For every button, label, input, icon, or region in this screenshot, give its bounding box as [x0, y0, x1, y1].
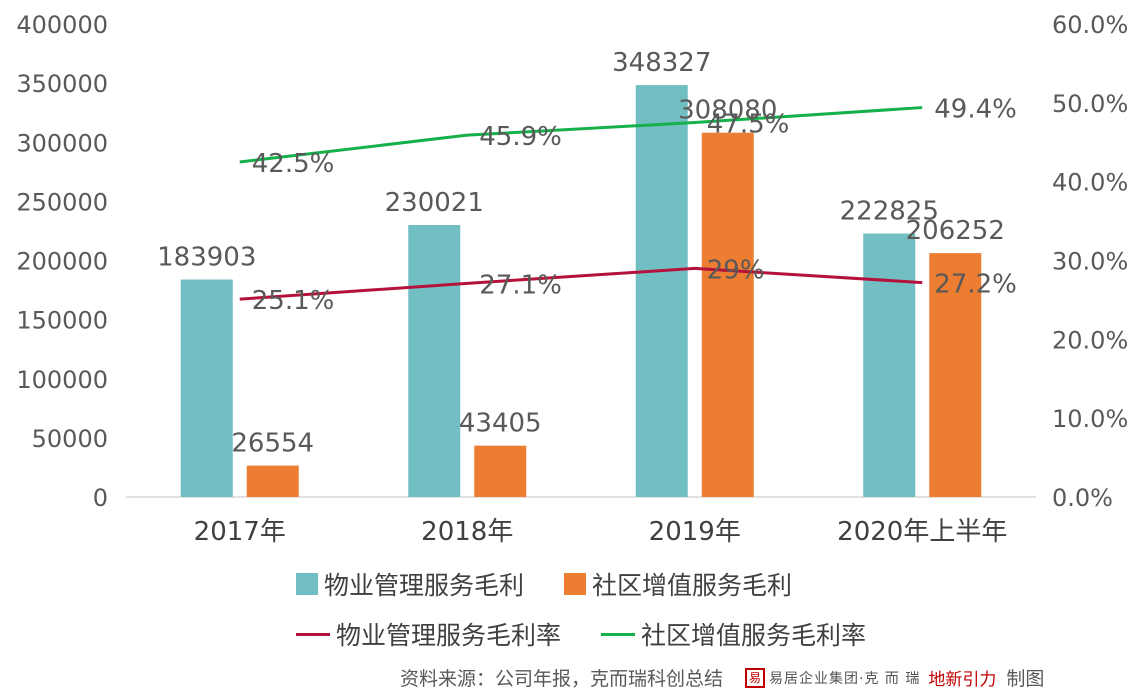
right-axis-ticks: 0.0% 10.0% 20.0% 30.0% 40.0% 50.0% 60.0% [1052, 11, 1128, 512]
left-tick-label: 350000 [16, 70, 108, 98]
left-tick-label: 300000 [16, 129, 108, 157]
right-tick-label: 40.0% [1052, 169, 1128, 197]
category-label: 2019年 [649, 517, 741, 547]
logo-text-brand: 地新引力 [928, 670, 997, 690]
left-tick-label: 200000 [16, 248, 108, 276]
left-tick-label: 50000 [32, 425, 108, 453]
bars [180, 85, 982, 497]
bar-data-label: 222825 [840, 197, 939, 227]
category-label: 2017年 [194, 517, 286, 547]
line-data-label: 25.1% [252, 286, 335, 316]
line-data-label: 29% [707, 255, 765, 285]
legend-swatch [296, 632, 330, 636]
logo-text: 易居企业集团·克 而 瑞 [769, 670, 921, 687]
credit-text: 制图 [1006, 668, 1045, 690]
bar-data-label: 348327 [612, 48, 711, 78]
line-data-label: 49.4% [934, 95, 1017, 125]
legend-item-property-margin: 物业管理服务毛利率 [296, 616, 561, 652]
line-data-label: 45.9% [479, 122, 562, 152]
bar-data-label: 183903 [157, 243, 256, 273]
legend-label: 物业管理服务毛利 [324, 571, 525, 600]
bar [929, 253, 982, 497]
bar [246, 465, 299, 497]
legend-row-1: 物业管理服务毛利 社区增值服务毛利 [296, 566, 832, 602]
bar-data-label: 26554 [231, 429, 314, 459]
legend-swatch [296, 573, 318, 595]
right-tick-label: 30.0% [1052, 248, 1128, 276]
left-tick-label: 400000 [16, 11, 108, 39]
left-tick-label: 0 [93, 484, 108, 512]
bar-data-label: 43405 [459, 409, 542, 439]
footer: 资料来源：公司年报，克而瑞科创总结 易 易居企业集团·克 而 瑞 地新引力 制图 [400, 664, 1044, 691]
bar [635, 85, 688, 497]
series-line [239, 106, 923, 164]
legend-swatch [564, 573, 587, 595]
line-data-label: 27.1% [479, 270, 562, 300]
bar-data-label: 308080 [678, 96, 777, 126]
line-data-label: 47.5% [707, 110, 790, 140]
left-tick-label: 100000 [16, 366, 108, 394]
bar [863, 233, 916, 497]
bar-data-label: 206252 [906, 216, 1005, 246]
right-tick-label: 10.0% [1052, 405, 1128, 433]
source-text: 资料来源：公司年报，克而瑞科创总结 [400, 668, 724, 690]
bar [701, 132, 754, 497]
right-tick-label: 0.0% [1052, 484, 1113, 512]
legend-label: 社区增值服务毛利 [592, 571, 793, 600]
line-data-label: 27.2% [934, 270, 1017, 300]
bar [180, 279, 233, 497]
category-label: 2020年上半年 [837, 517, 1007, 547]
lines [239, 106, 923, 301]
left-axis-ticks: 0 50000 100000 150000 200000 250000 300000 3500… [16, 11, 108, 512]
right-tick-label: 20.0% [1052, 326, 1128, 354]
legend-item-value-added-margin: 社区增值服务毛利率 [601, 616, 866, 652]
series-line [239, 266, 923, 301]
logo-seal-icon: 易 [745, 667, 766, 688]
bar [408, 225, 461, 497]
category-label: 2018年 [421, 517, 513, 547]
category-labels: 2017年 2018年 2019年 2020年上半年 [194, 517, 1008, 547]
bar-data-label: 230021 [385, 188, 484, 218]
combo-chart: 0 50000 100000 150000 200000 250000 300000 3500… [16, 11, 1128, 547]
line-data-label: 42.5% [252, 149, 335, 179]
legend-row-2: 物业管理服务毛利率 社区增值服务毛利率 [296, 616, 906, 652]
legend-swatch [601, 632, 636, 636]
bar [474, 445, 527, 497]
data-labels: 183903 230021 348327 222825 26554 43405 308080… [157, 48, 1017, 458]
right-tick-label: 60.0% [1052, 11, 1128, 39]
legend-label: 物业管理服务毛利率 [336, 621, 562, 650]
legend-label: 社区增值服务毛利率 [641, 621, 867, 650]
left-tick-label: 250000 [16, 188, 108, 216]
right-tick-label: 50.0% [1052, 90, 1128, 118]
logo: 易 易居企业集团·克 而 瑞 地新引力 制图 [745, 664, 1044, 691]
left-tick-label: 150000 [16, 307, 108, 335]
legend-item-property-gross-profit: 物业管理服务毛利 [296, 566, 524, 602]
legend-item-value-added-gross-profit: 社区增值服务毛利 [564, 566, 792, 602]
